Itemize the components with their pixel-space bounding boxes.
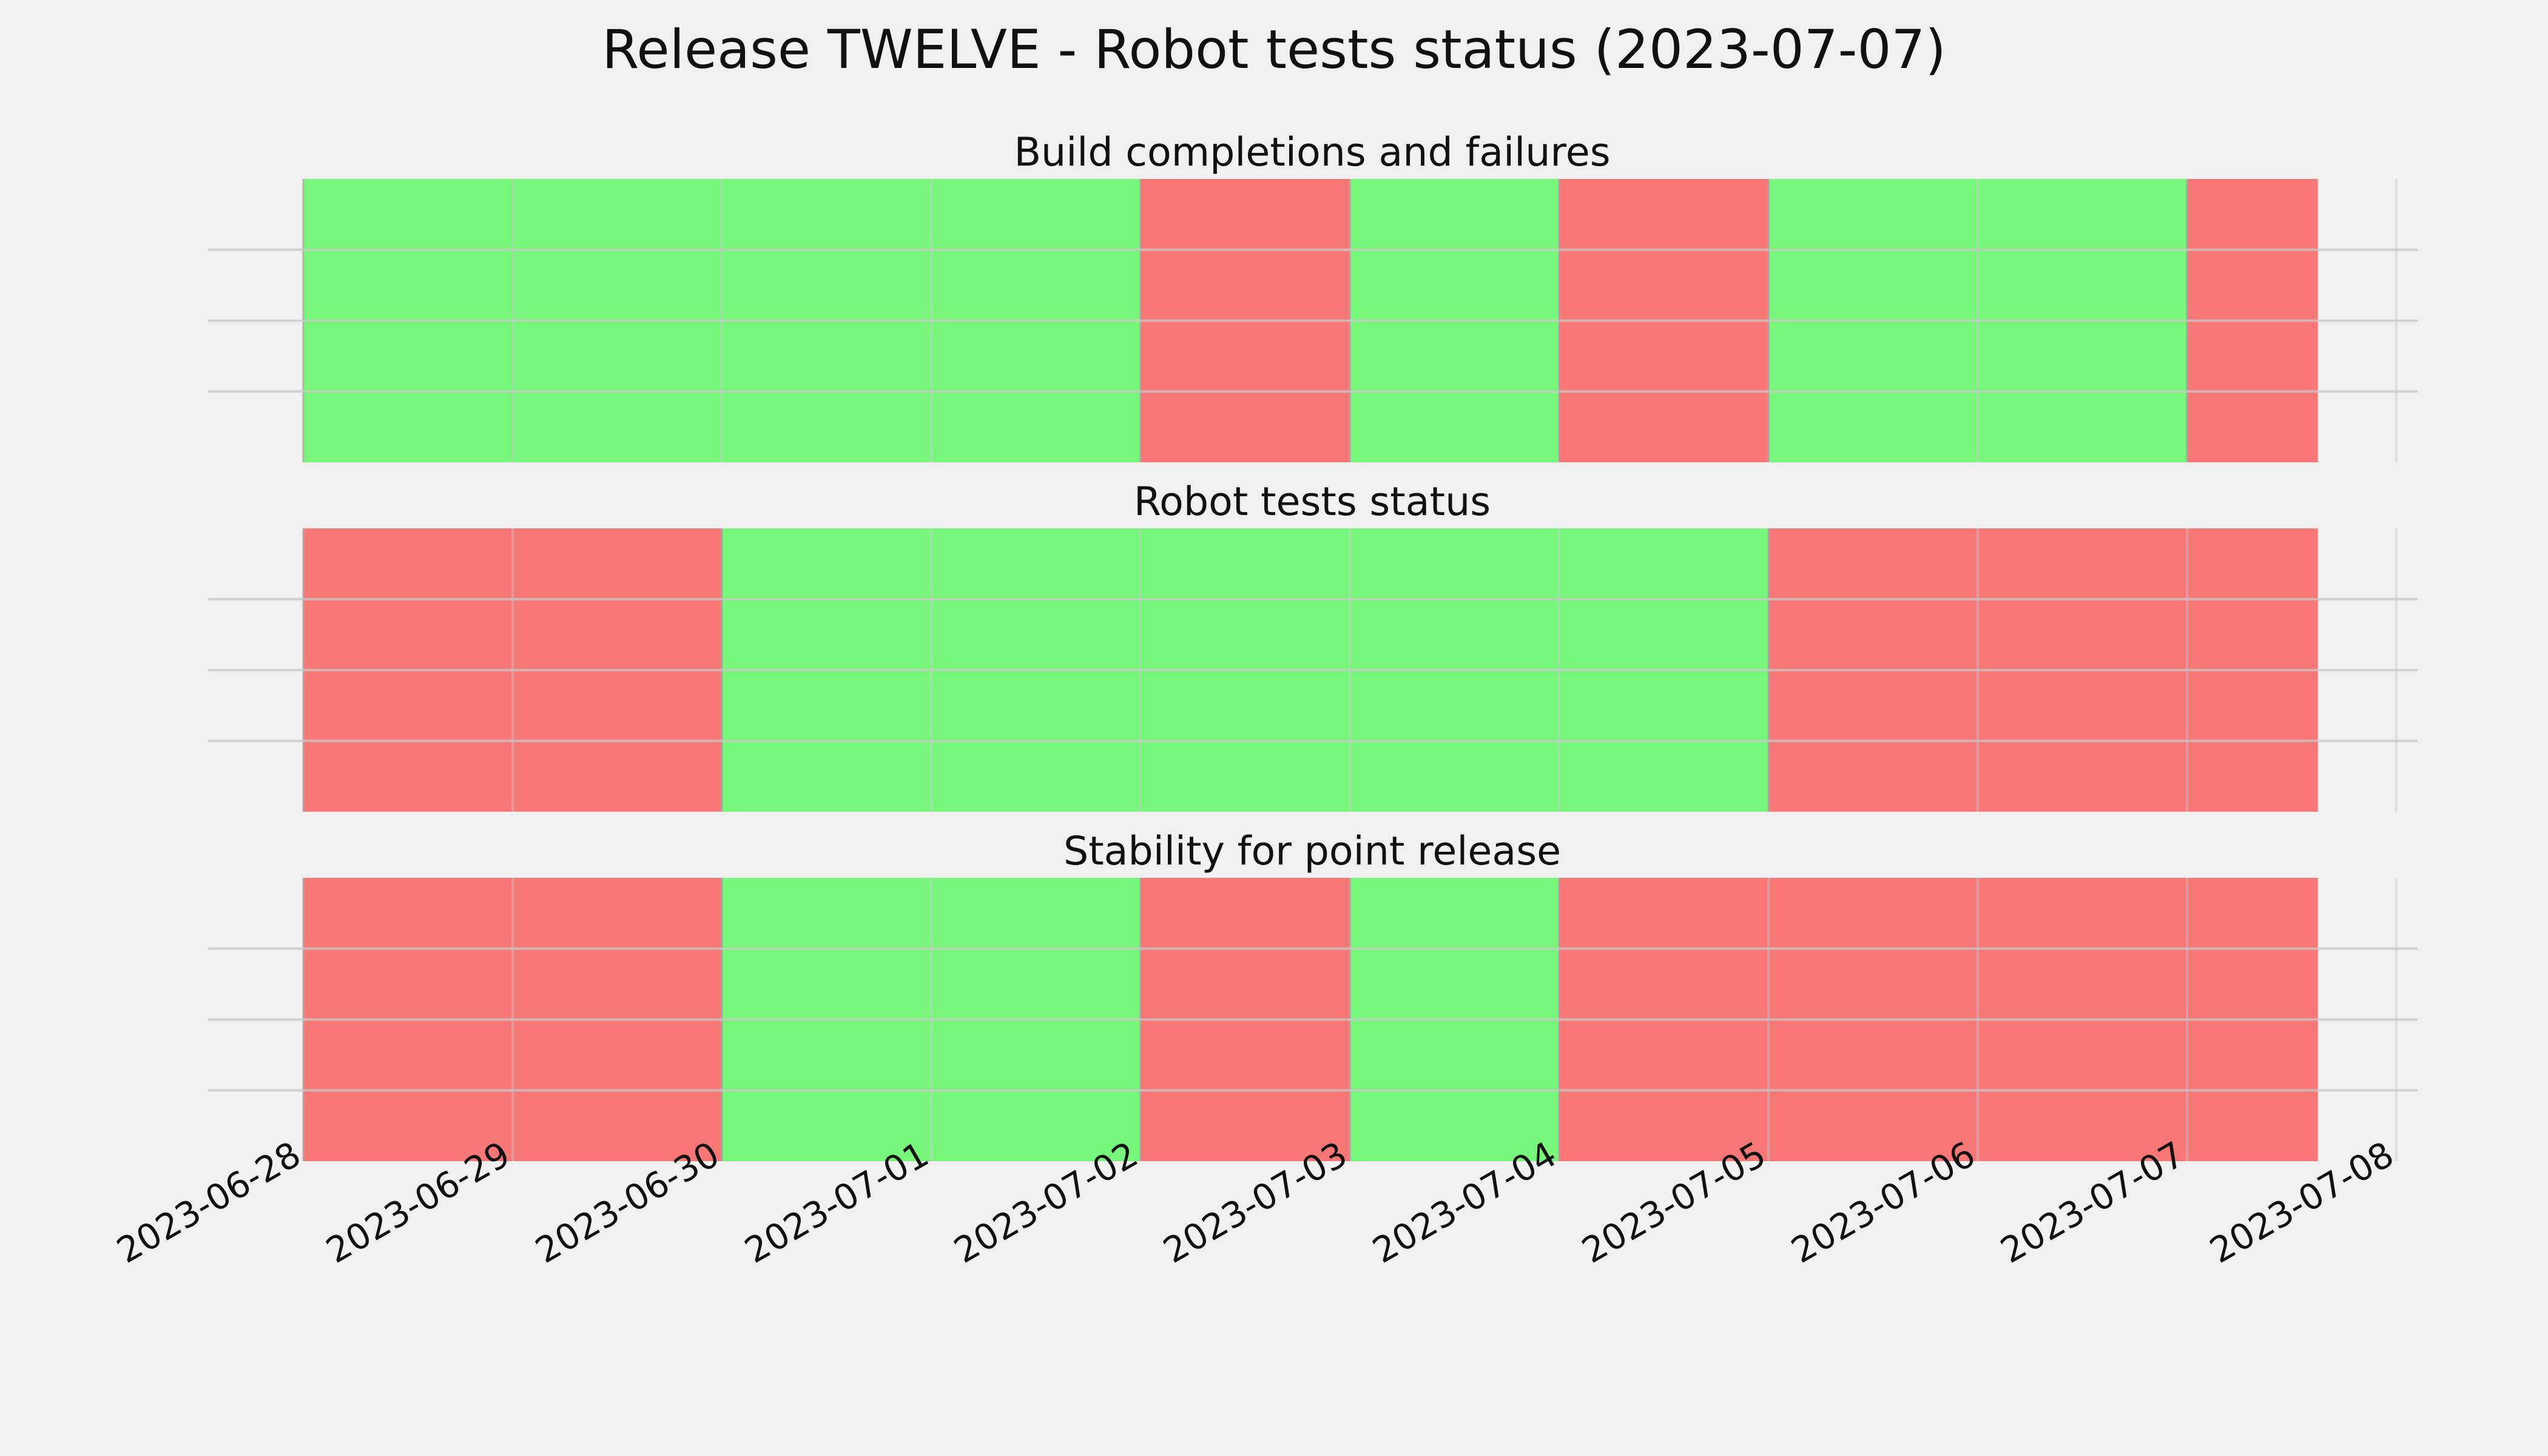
panel-title: Build completions and failures [1014, 130, 1610, 175]
panel-title: Stability for point release [1063, 829, 1561, 874]
chart-title: Release TWELVE - Robot tests status (202… [602, 18, 1946, 81]
panel-1: Build completions and failures [208, 130, 2418, 462]
panel-3: Stability for point release [208, 829, 2418, 1161]
panel-2: Robot tests status [208, 479, 2418, 812]
panel-title: Robot tests status [1134, 479, 1491, 525]
x-tick-label: 2023-06-28 [110, 1133, 308, 1271]
